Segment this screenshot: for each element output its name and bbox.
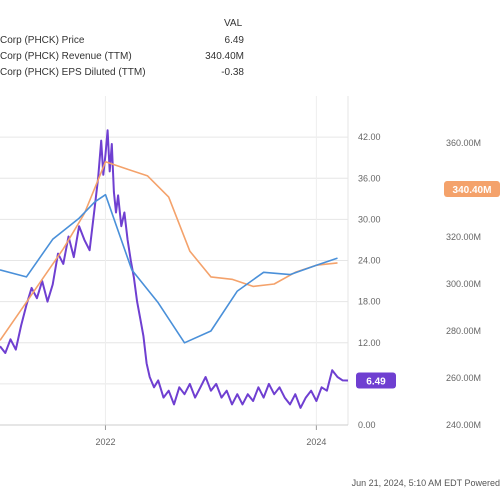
legend-header: VAL [224,18,243,29]
y-tick-label-left: 30.00 [358,214,381,224]
series-line-price [0,129,349,409]
y-tick-label-left: 12.00 [358,338,381,348]
legend-value-revenue: 340.40M [205,51,244,62]
y-tick-label-right: 280.00M [446,326,481,336]
y-tick-label-right: 240.00M [446,420,481,430]
x-tick-label: 2024 [306,437,326,447]
revenue-end-badge [444,181,500,198]
legend-item-revenue: Corp (PHCK) Revenue (TTM) [0,51,132,62]
y-tick-label-right: 300.00M [446,279,481,289]
y-tick-label-left: 18.00 [358,297,381,307]
series-line-eps [0,193,338,344]
revenue-end-label: 340.40M [453,185,492,196]
y-tick-label-left: 42.00 [358,132,381,142]
legend-item-eps: Corp (PHCK) EPS Diluted (TTM) [0,67,146,78]
series-line-revenue [0,161,338,341]
chart-footer: Jun 21, 2024, 5:10 AM EDT Powered [351,478,500,488]
legend-value-price: 6.49 [224,35,244,46]
y-tick-label-left: 0.00 [358,420,376,430]
y-tick-label-left: 36.00 [358,173,381,183]
x-tick-label: 2022 [95,437,115,447]
y-tick-label-right: 320.00M [446,232,481,242]
y-tick-label-right: 260.00M [446,373,481,383]
y-tick-label-left: 24.00 [358,256,381,266]
price-end-badge [356,372,396,389]
legend-value-eps: -0.38 [221,67,244,78]
legend-item-price: Corp (PHCK) Price [0,35,85,46]
price-end-label: 6.49 [366,377,386,388]
y-tick-label-right: 360.00M [446,138,481,148]
